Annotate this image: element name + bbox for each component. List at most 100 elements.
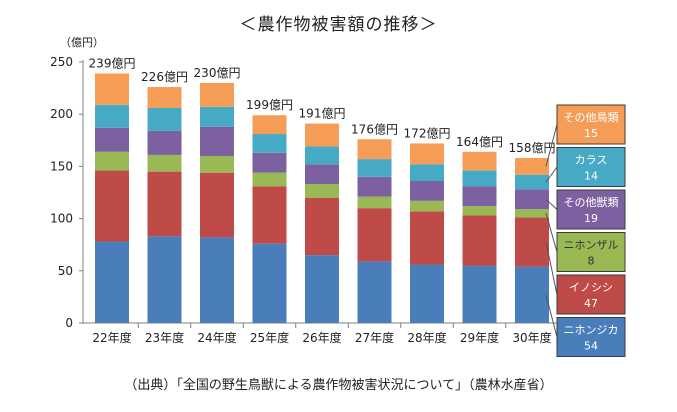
bar-segment-その他鳥類 bbox=[252, 115, 287, 135]
bar-total-label: 226億円 bbox=[141, 70, 188, 84]
x-tick-label: 28年度 bbox=[407, 330, 446, 345]
bar-segment-イノシシ bbox=[410, 211, 444, 265]
callout-leader-ニホンジカ bbox=[545, 294, 558, 338]
bar-segment-イノシシ bbox=[95, 170, 129, 242]
bar-segment-その他鳥類 bbox=[147, 87, 182, 108]
bar-segment-ニホンザル bbox=[515, 209, 549, 218]
bar-segment-ニホンジカ bbox=[200, 237, 234, 323]
bar-segment-その他獣類 bbox=[200, 126, 234, 156]
bar-total-label: 164億円 bbox=[456, 135, 503, 149]
bar-total-label: 239億円 bbox=[89, 56, 136, 70]
bar-segment-カラス bbox=[252, 134, 287, 153]
callout-leader-イノシシ bbox=[545, 241, 558, 295]
callout-box-イノシシ bbox=[556, 274, 626, 315]
source-note: （出典）「全国の野生鳥獣による農作物被害状況について」（農林水産省） bbox=[124, 378, 553, 393]
x-tick-label: 30年度 bbox=[512, 330, 551, 345]
callout-name: その他獣類 bbox=[564, 195, 619, 209]
bar-segment-その他鳥類 bbox=[95, 73, 129, 105]
bar-segment-その他獣類 bbox=[357, 176, 392, 197]
bar-segment-その他鳥類 bbox=[357, 139, 392, 160]
bar-total-label: 172億円 bbox=[404, 126, 451, 140]
bar-segment-その他獣類 bbox=[305, 164, 339, 185]
y-tick-label: 50 bbox=[58, 264, 73, 278]
x-tick-label: 27年度 bbox=[355, 330, 394, 345]
callout-value: 47 bbox=[584, 297, 598, 310]
bar-segment-ニホンザル bbox=[95, 151, 129, 171]
chart-title: ＜農作物被害額の推移＞ bbox=[239, 15, 438, 35]
bar-segment-カラス bbox=[147, 107, 182, 131]
bar-total-label: 158億円 bbox=[509, 141, 556, 155]
y-tick-label: 150 bbox=[50, 159, 73, 173]
bar-segment-ニホンザル bbox=[200, 155, 234, 173]
x-tick-label: 22年度 bbox=[92, 330, 131, 345]
x-tick-label: 25年度 bbox=[250, 330, 289, 345]
bar-segment-その他鳥類 bbox=[515, 158, 549, 175]
bar-segment-ニホンジカ bbox=[252, 243, 287, 323]
bar-segment-カラス bbox=[305, 146, 339, 165]
y-tick-label: 250 bbox=[50, 55, 73, 69]
bar-segment-カラス bbox=[410, 164, 444, 182]
callout-value: 14 bbox=[584, 170, 598, 183]
bar-segment-イノシシ bbox=[252, 186, 287, 244]
bar-segment-その他鳥類 bbox=[462, 151, 497, 171]
bar-segment-カラス bbox=[357, 159, 392, 177]
y-tick-label: 0 bbox=[65, 316, 73, 330]
callout-box-カラス bbox=[556, 147, 626, 187]
bar-segment-ニホンザル bbox=[357, 196, 392, 209]
bar-segment-カラス bbox=[200, 106, 234, 127]
callout-leader-その他獣類 bbox=[545, 198, 558, 210]
callout-leader-その他鳥類 bbox=[545, 124, 558, 167]
bar-segment-その他獣類 bbox=[462, 186, 497, 207]
callout-name: イノシシ bbox=[569, 281, 613, 294]
bar-segment-ニホンザル bbox=[462, 206, 497, 216]
callout-value: 8 bbox=[588, 255, 595, 268]
bar-segment-カラス bbox=[462, 170, 497, 187]
bar-segment-ニホンジカ bbox=[95, 241, 129, 323]
bar-segment-その他獣類 bbox=[252, 152, 287, 173]
bar-segment-ニホンザル bbox=[305, 184, 339, 198]
callout-box-その他獣類 bbox=[556, 189, 626, 230]
bar-total-label: 176億円 bbox=[351, 122, 398, 136]
callout-name: その他鳥類 bbox=[564, 110, 619, 124]
x-tick-label: 26年度 bbox=[302, 330, 341, 345]
x-tick-label: 24年度 bbox=[197, 330, 236, 345]
callout-value: 54 bbox=[584, 340, 598, 353]
x-tick-label: 23年度 bbox=[145, 330, 184, 345]
bar-segment-その他獣類 bbox=[515, 189, 549, 210]
bar-segment-ニホンジカ bbox=[462, 265, 497, 323]
bar-segment-イノシシ bbox=[200, 172, 234, 238]
bar-segment-イノシシ bbox=[147, 171, 182, 237]
bar-segment-その他鳥類 bbox=[410, 143, 444, 165]
bar-segment-ニホンジカ bbox=[305, 255, 339, 323]
bar-segment-イノシシ bbox=[357, 208, 392, 262]
callout-value: 19 bbox=[584, 212, 598, 225]
bar-segment-その他鳥類 bbox=[305, 123, 339, 147]
x-tick-label: 29年度 bbox=[460, 330, 499, 345]
bar-segment-その他獣類 bbox=[147, 130, 182, 155]
callout-leader-ニホンザル bbox=[545, 213, 558, 253]
bar-segment-ニホンジカ bbox=[357, 261, 392, 323]
bar-segment-その他鳥類 bbox=[200, 82, 234, 107]
y-axis-unit-label: （億円） bbox=[60, 36, 104, 49]
bar-segment-ニホンザル bbox=[147, 154, 182, 172]
callout-box-その他鳥類 bbox=[556, 104, 626, 145]
bar-total-label: 230億円 bbox=[194, 66, 241, 80]
callout-name: ニホンジカ bbox=[564, 324, 619, 337]
bar-segment-ニホンジカ bbox=[147, 236, 182, 323]
bar-segment-イノシシ bbox=[462, 215, 497, 266]
y-tick-label: 100 bbox=[50, 212, 73, 226]
bar-segment-その他獣類 bbox=[410, 181, 444, 201]
callout-name: ニホンザル bbox=[564, 239, 619, 252]
bar-total-label: 191億円 bbox=[299, 107, 346, 121]
y-tick-label: 200 bbox=[50, 107, 73, 121]
callout-box-ニホンジカ bbox=[556, 317, 626, 357]
bar-segment-イノシシ bbox=[515, 217, 549, 267]
bar-segment-イノシシ bbox=[305, 197, 339, 256]
callout-name: カラス bbox=[575, 154, 608, 167]
callout-box-ニホンザル bbox=[556, 232, 626, 272]
bar-segment-カラス bbox=[95, 104, 129, 128]
bar-segment-ニホンザル bbox=[410, 200, 444, 212]
bar-segment-ニホンジカ bbox=[410, 264, 444, 323]
bar-segment-カラス bbox=[515, 174, 549, 190]
